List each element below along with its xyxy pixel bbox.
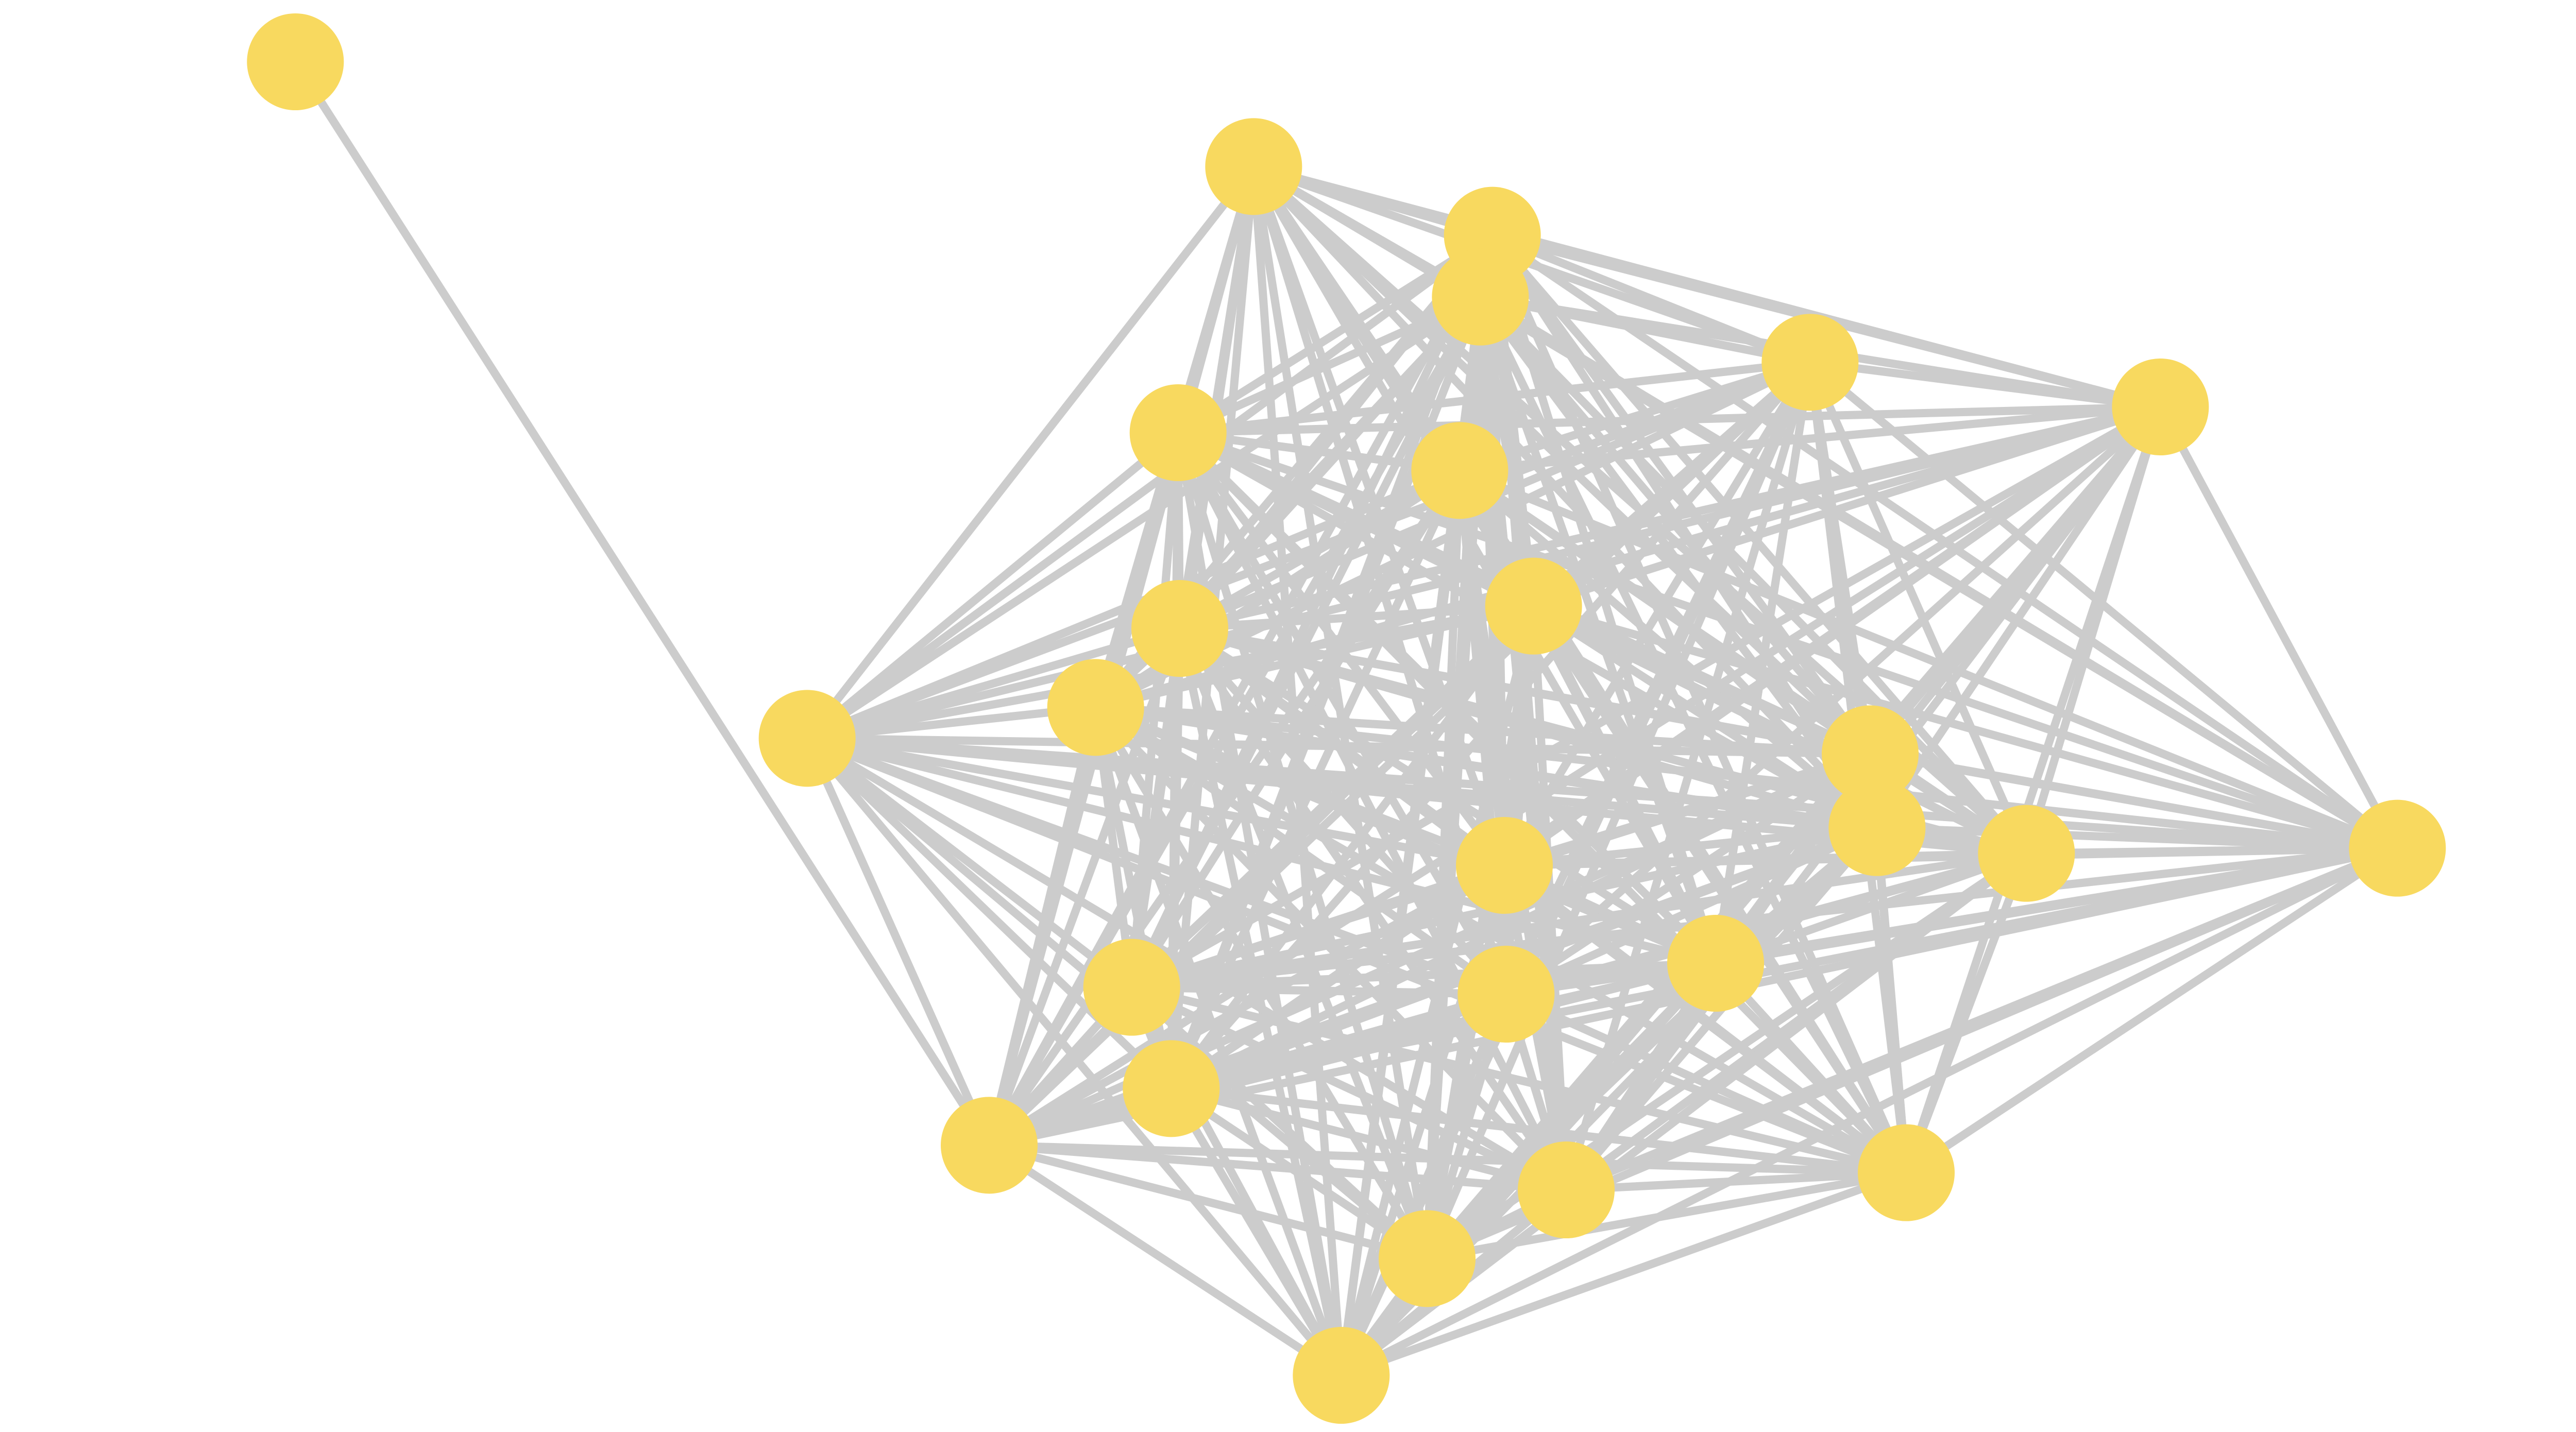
edge-n12-n15 [1869, 749, 2398, 853]
node-n5 [2112, 359, 2209, 455]
edge-n4-n6 [1177, 358, 1811, 437]
edge-n19-n23 [1130, 983, 1568, 1194]
edge-n11-n15 [807, 734, 2398, 853]
edge-n19-n22 [1130, 983, 1907, 1177]
edge-n7-n11 [805, 466, 1462, 742]
edge-n18-n22 [1504, 990, 1908, 1177]
edge-n5-n6 [1178, 403, 2161, 437]
edge-n5-n15 [2157, 405, 2401, 850]
edge-n3-n6 [1176, 293, 1482, 437]
edge-n13-n22 [1873, 827, 1910, 1173]
node-n20 [1123, 1040, 1220, 1137]
edge-n0-n21 [292, 59, 993, 1148]
node-n6 [1129, 384, 1227, 481]
edge-n1-n13 [1250, 163, 1880, 831]
edge-n18-n25 [1337, 992, 1510, 1377]
node-n9 [1131, 580, 1228, 677]
edge-n22-n25 [1340, 1169, 1908, 1379]
node-n21 [941, 1097, 1038, 1194]
edge-n16-n21 [987, 861, 1506, 1149]
node-n23 [1518, 1141, 1615, 1238]
edge-n15-n25 [1339, 844, 2399, 1379]
edge-n20-n25 [1167, 1086, 1345, 1378]
edge-n10-n15 [1095, 703, 2398, 853]
edge-n15-n16 [1504, 844, 2398, 870]
edge-n10-n12 [1095, 703, 1871, 758]
node-n14 [1978, 805, 2075, 902]
edge-n21-n23 [989, 1141, 1567, 1194]
edge-n11-n23 [805, 735, 1569, 1194]
edge-n17-n19 [1131, 959, 1716, 992]
node-n7 [1411, 422, 1509, 519]
edge-n3-n19 [1128, 295, 1484, 990]
edge-n20-n22 [1171, 1084, 1907, 1177]
edge-n2-n6 [1176, 231, 1495, 436]
edge-n5-n13 [1873, 404, 2164, 830]
edge-n12-n18 [1503, 750, 1873, 998]
edge-n11-n12 [807, 734, 1871, 758]
edge-n15-n19 [1131, 844, 2398, 992]
edge-n13-n15 [1877, 823, 2398, 853]
edge-n17-n21 [988, 959, 1717, 1150]
edge-n6-n11 [804, 429, 1181, 742]
edge-n3-n11 [805, 293, 1483, 742]
edge-n22-n24 [1426, 1168, 1907, 1263]
node-n19 [1083, 939, 1180, 1036]
node-n24 [1379, 1210, 1476, 1307]
edge-n16-n24 [1423, 864, 1509, 1259]
node-n0 [247, 13, 344, 110]
edge-n14-n22 [1902, 851, 2030, 1174]
edge-n11-n16 [806, 734, 1505, 870]
edge-n10-n21 [985, 706, 1100, 1147]
node-n15 [2349, 799, 2446, 897]
edge-n21-n22 [989, 1141, 1907, 1177]
edge-n4-n5 [1809, 358, 2161, 411]
edge-n10-n22 [1093, 704, 1908, 1177]
edge-n5-n21 [987, 403, 2163, 1149]
node-n11 [758, 690, 856, 787]
edge-n8-n15 [1532, 602, 2399, 853]
edge-n15-n22 [1904, 844, 2400, 1177]
edge-n7-n13 [1457, 467, 1880, 831]
edge-n2-n12 [1489, 232, 1874, 757]
edge-n22-n23 [1566, 1168, 1907, 1194]
edge-layer [292, 59, 2401, 1379]
edge-n16-n22 [1502, 862, 1909, 1177]
node-layer [247, 13, 2446, 1424]
node-n16 [1456, 817, 1553, 914]
edge-n5-n22 [1902, 405, 2164, 1174]
edge-n2-n11 [804, 232, 1495, 742]
node-n3 [1432, 248, 1529, 346]
edge-n21-n24 [988, 1141, 1429, 1263]
node-n10 [1047, 659, 1144, 756]
edge-n21-n25 [987, 1141, 1344, 1379]
edge-n7-n15 [1458, 466, 2399, 853]
edge-n1-n11 [804, 164, 1257, 741]
edge-n16-n19 [1130, 861, 1506, 992]
node-n18 [1458, 946, 1555, 1043]
edge-n19-n24 [1129, 984, 1430, 1262]
edge-n3-n15 [1478, 293, 2400, 852]
edge-n20-n24 [1168, 1085, 1430, 1262]
node-n8 [1485, 557, 1582, 655]
edge-n13-n16 [1504, 823, 1878, 870]
edge-n20-n23 [1170, 1084, 1567, 1194]
edge-n8-n9 [1179, 602, 1534, 633]
node-n25 [1293, 1327, 1390, 1424]
node-n1 [1205, 118, 1302, 215]
edge-n8-n14 [1532, 602, 2028, 857]
node-n17 [1667, 915, 1764, 1012]
edge-n4-n11 [805, 358, 1812, 742]
node-n22 [1858, 1124, 1955, 1221]
node-n13 [1828, 779, 1926, 876]
edge-n18-n19 [1131, 983, 1506, 998]
edge-n9-n11 [806, 624, 1181, 743]
node-n4 [1761, 314, 1859, 411]
edge-n5-n7 [1459, 403, 2161, 475]
edge-n11-n21 [803, 737, 993, 1147]
edge-n7-n21 [986, 468, 1463, 1148]
node-n12 [1822, 705, 1919, 803]
